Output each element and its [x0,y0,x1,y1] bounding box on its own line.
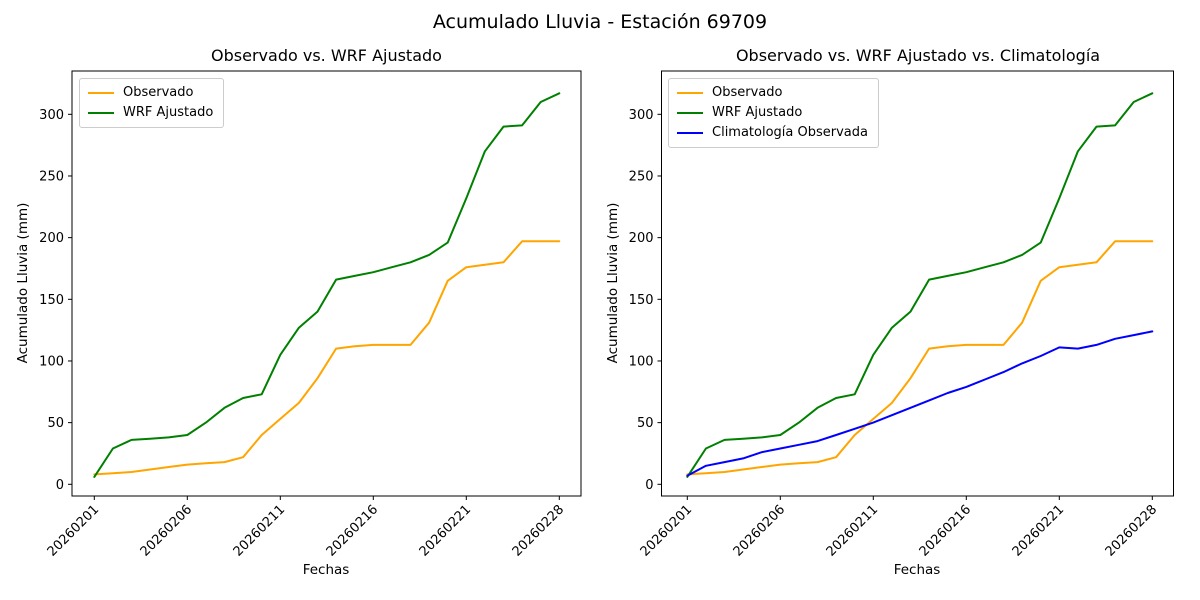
y-tick-label: 100 [39,354,64,369]
y-tick-label: 200 [39,231,64,246]
chart-area: 0 50 100 150 200 250 300 20260201 20260206 202602… [39,70,582,560]
legend-swatch-wrf-ajustado [677,112,703,114]
y-axis-label: Acumulado Lluvia (mm) [15,202,31,364]
series-line-wrf-ajustado [686,92,1154,478]
y-tick-label: 0 [645,478,653,493]
x-tick-label: 20260201 [638,502,695,559]
x-tick-label: 20260206 [731,502,788,559]
y-tick-label: 150 [39,293,64,308]
figure-title: Acumulado Lluvia - Estación 69709 [432,11,768,33]
legend-item-observado: Observado [677,83,868,103]
legend-label: WRF Ajustado [712,105,803,120]
axes-frame [71,70,582,497]
y-tick-label: 0 [56,478,64,493]
legend-label: Observado [712,85,783,100]
x-axis-label: Fechas [302,562,350,578]
series-line-wrf-ajustado [93,92,561,478]
legend-item-wrf-ajustado: WRF Ajustado [677,103,868,123]
legend-label: WRF Ajustado [123,105,214,120]
legend-item-wrf-ajustado: WRF Ajustado [88,103,213,123]
x-tick-label: 20260221 [417,502,474,559]
legend-label: Observado [123,85,194,100]
chart-title: Observado vs. WRF Ajustado vs. Climatolo… [735,46,1101,65]
legend-label: Climatología Observada [712,125,868,140]
y-tick-label: 300 [39,108,64,123]
y-tick-label: 50 [637,416,654,431]
series-line-observado [686,240,1154,476]
legend-swatch-wrf-ajustado [88,112,114,114]
chart-title: Observado vs. WRF Ajustado [211,46,442,65]
x-axis-label: Fechas [893,562,941,578]
legend-item-observado: Observado [88,83,213,103]
y-tick-label: 200 [629,231,654,246]
legend-swatch-observado [88,92,114,94]
y-tick-label: 250 [39,169,64,184]
y-tick-label: 250 [629,169,654,184]
y-tick-label: 100 [629,354,654,369]
legend: Observado WRF Ajustado [79,78,225,128]
x-tick-label: 20260201 [45,502,102,559]
x-tick-label: 20260228 [1103,502,1160,559]
x-tick-label: 20260221 [1010,502,1067,559]
y-tick-label: 50 [47,416,64,431]
axes-frame [661,70,1174,497]
x-tick-label: 20260211 [824,502,881,559]
x-tick-label: 20260206 [138,502,195,559]
series-line-climatologia-observada [686,330,1154,477]
legend-swatch-climatologia-observada [677,132,703,134]
legend-swatch-observado [677,92,703,94]
series-line-observado [93,240,561,476]
legend-item-climatologia-observada: Climatología Observada [677,123,868,143]
x-tick-label: 20260211 [231,502,288,559]
x-tick-label: 20260216 [324,502,381,559]
y-axis-label: Acumulado Lluvia (mm) [605,202,621,364]
legend: Observado WRF Ajustado Climatología Observ… [668,78,879,148]
y-tick-label: 150 [629,293,654,308]
y-tick-label: 300 [629,108,654,123]
x-tick-label: 20260228 [510,502,567,559]
x-tick-label: 20260216 [917,502,974,559]
